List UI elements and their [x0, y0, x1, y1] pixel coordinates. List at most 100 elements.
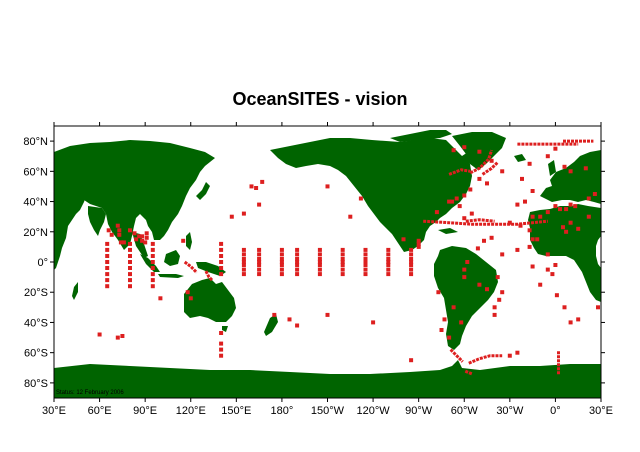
page-title: OceanSITES - vision [232, 89, 408, 109]
site-marker [568, 202, 573, 207]
site-marker [485, 287, 489, 292]
site-marker [295, 272, 300, 277]
site-marker [409, 257, 414, 261]
lat-label: 80°N [23, 136, 48, 148]
site-marker [241, 257, 246, 261]
site-marker [150, 266, 155, 270]
site-marker [409, 252, 414, 257]
site-marker [158, 296, 163, 301]
site-marker [592, 192, 597, 196]
site-marker [118, 240, 123, 245]
site-marker [564, 229, 569, 234]
site-marker [128, 254, 132, 258]
site-marker [568, 320, 573, 325]
lon-label: 30°W [496, 405, 524, 417]
site-marker [450, 199, 455, 204]
site-marker [117, 228, 122, 233]
site-marker [462, 193, 467, 198]
site-marker [530, 237, 535, 242]
site-points-layer [97, 145, 600, 363]
site-marker [219, 241, 224, 246]
site-marker [545, 252, 550, 257]
site-marker [241, 247, 246, 252]
site-marker [554, 293, 559, 298]
site-marker [545, 210, 550, 215]
site-marker [538, 282, 543, 287]
site-marker [287, 317, 292, 322]
site-marker [416, 238, 421, 243]
site-marker [150, 260, 155, 264]
site-marker [219, 272, 224, 277]
lon-label: 150°W [311, 405, 345, 417]
site-marker [140, 238, 145, 243]
land-africa-east [528, 204, 601, 302]
lon-label: 120°E [176, 405, 206, 417]
site-marker [272, 312, 277, 317]
site-marker [553, 204, 558, 209]
site-marker [477, 176, 482, 181]
site-marker [348, 214, 353, 219]
site-line [448, 168, 471, 176]
site-marker [401, 237, 406, 242]
site-marker [586, 196, 591, 201]
site-marker [442, 317, 447, 322]
lon-label: 0° [550, 405, 561, 417]
site-marker [363, 260, 368, 264]
land-philippines [186, 232, 192, 250]
site-marker [181, 238, 186, 243]
site-marker [279, 260, 284, 264]
tick-marks [50, 122, 605, 402]
site-marker [553, 263, 558, 267]
land-java [158, 274, 184, 278]
site-marker [105, 260, 110, 264]
site-marker [451, 148, 456, 153]
site-marker [128, 284, 132, 289]
land-africa [54, 182, 86, 270]
site-marker [257, 272, 262, 277]
site-marker [586, 214, 591, 219]
lat-label: 80°S [24, 378, 48, 390]
site-marker [363, 252, 368, 257]
longitude-labels: 30°E 60°E 90°E 120°E 150°E 180° 150°W 120°W 90°W… [42, 405, 613, 417]
site-marker [340, 257, 345, 261]
site-marker [416, 244, 421, 249]
land-iceland [514, 154, 526, 162]
site-marker [576, 226, 581, 231]
site-marker [279, 252, 284, 257]
site-marker [583, 166, 588, 171]
land-south-america [434, 246, 498, 350]
site-marker [219, 260, 224, 264]
site-marker [495, 275, 500, 280]
land-australia [184, 278, 236, 322]
site-marker [106, 228, 111, 233]
site-lines-layer [183, 139, 594, 376]
site-marker [219, 254, 224, 258]
site-marker [340, 272, 345, 277]
site-marker [515, 202, 520, 207]
site-marker [150, 241, 155, 246]
site-marker [137, 234, 142, 239]
site-marker [325, 312, 330, 317]
site-marker [115, 223, 120, 228]
site-marker [482, 238, 486, 243]
site-marker [477, 149, 482, 154]
site-marker [117, 232, 122, 237]
site-marker [295, 247, 300, 252]
site-marker [363, 263, 368, 267]
lat-label: 20°S [24, 287, 48, 299]
site-marker [241, 211, 246, 216]
lon-label: 30°E [42, 405, 66, 417]
site-marker [489, 235, 494, 240]
site-line [468, 354, 503, 365]
lon-label: 150°E [221, 405, 251, 417]
site-marker [317, 257, 322, 261]
site-marker [140, 234, 145, 239]
site-marker [109, 232, 114, 237]
site-marker [553, 146, 558, 151]
site-marker [317, 247, 322, 252]
site-marker [500, 169, 505, 174]
site-marker [295, 260, 300, 264]
land-asia [54, 140, 215, 250]
site-marker [386, 247, 391, 252]
site-marker [550, 272, 555, 277]
